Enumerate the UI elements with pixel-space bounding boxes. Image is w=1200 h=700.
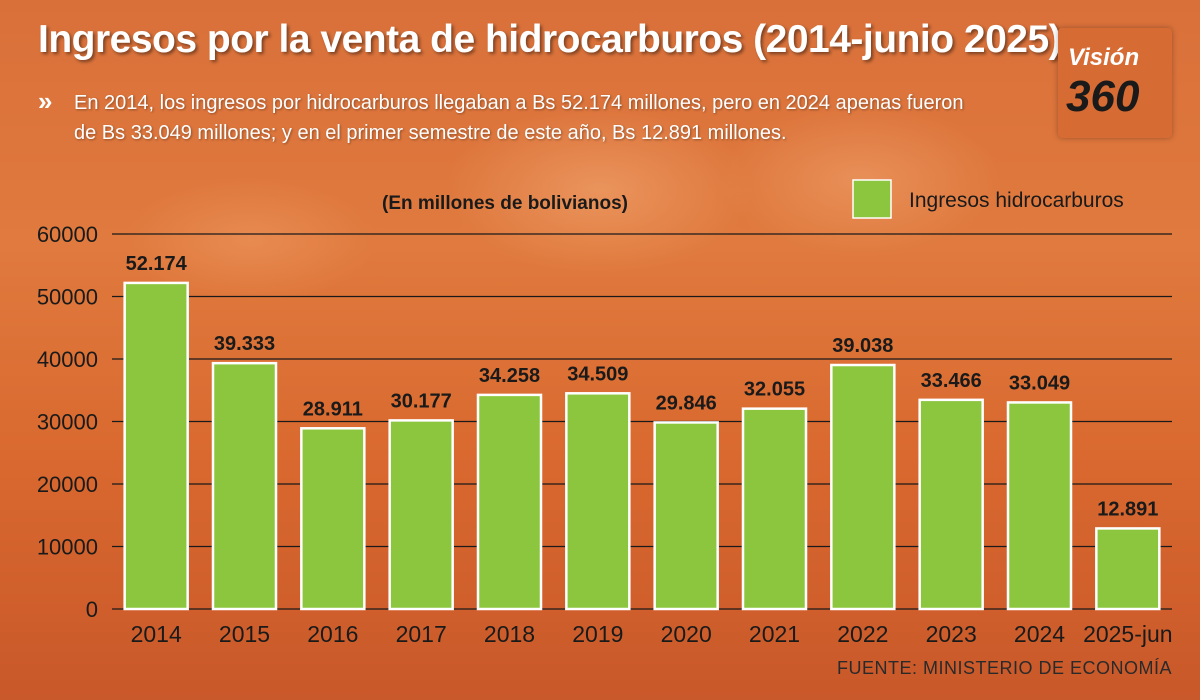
logo-text-bottom: 360 [1066, 72, 1140, 121]
y-tick-label: 50000 [37, 285, 98, 310]
x-axis: 2014 2015 2016 2017 2018 2019 2020 2021 2022 2023… [131, 621, 1173, 647]
x-tick-label: 2017 [396, 621, 447, 647]
bar-2017 [388, 419, 454, 611]
x-tick-label: 2018 [484, 621, 535, 647]
data-label: 52.174 [126, 253, 188, 275]
data-label: 34.509 [567, 363, 628, 385]
y-tick-label: 0 [86, 597, 98, 622]
data-label: 39.333 [214, 333, 275, 355]
y-tick-label: 20000 [37, 472, 98, 497]
data-label: 39.038 [832, 335, 893, 357]
y-axis: 0 10000 20000 30000 40000 50000 60000 [37, 222, 98, 622]
data-label: 28.911 [303, 398, 363, 420]
x-tick-label: 2019 [572, 621, 623, 647]
x-tick-label: 2025-jun [1083, 621, 1173, 647]
x-tick-label: 2014 [131, 621, 182, 647]
data-label: 33.466 [921, 370, 982, 392]
bars: 52.174 39.333 28.911 30.177 34.258 34.509 29.8… [123, 253, 1161, 611]
bar-2024 [1006, 401, 1073, 611]
y-tick-label: 10000 [37, 535, 98, 560]
x-tick-label: 2022 [837, 621, 888, 647]
logo-text-top: Visión [1068, 44, 1140, 71]
bar-2023 [918, 398, 984, 611]
x-tick-label: 2021 [749, 621, 800, 647]
y-tick-label: 30000 [37, 410, 98, 435]
chevron-right-icon: » [38, 86, 53, 116]
bar-2021 [741, 407, 808, 611]
data-label: 12.891 [1097, 498, 1158, 520]
subtitle: En 2014, los ingresos por hidrocarburos … [74, 92, 964, 144]
x-tick-label: 2016 [307, 621, 358, 647]
x-tick-label: 2020 [661, 621, 712, 647]
bar-2019 [565, 392, 631, 611]
bar-2016 [300, 427, 366, 611]
y-tick-label: 40000 [37, 347, 98, 372]
legend-swatch [852, 179, 892, 219]
x-tick-label: 2015 [219, 621, 270, 647]
bar-2022 [830, 363, 896, 611]
legend-label: Ingresos hidrocarburos [909, 189, 1124, 212]
data-label: 30.177 [391, 390, 452, 412]
bar-2025-jun [1095, 527, 1161, 611]
source-note: FUENTE: MINISTERIO DE ECONOMÍA [837, 658, 1172, 678]
x-tick-label: 2023 [926, 621, 977, 647]
y-tick-label: 60000 [37, 222, 98, 247]
gridlines [112, 233, 1172, 610]
data-label: 33.049 [1009, 372, 1070, 394]
bar-2015 [211, 361, 278, 611]
data-label: 34.258 [479, 365, 540, 387]
bar-2020 [653, 421, 719, 611]
bar-2014 [123, 281, 189, 611]
brand-logo: Visión 360 [1058, 28, 1172, 138]
chart-title: (En millones de bolivianos) [382, 193, 628, 214]
x-tick-label: 2024 [1014, 621, 1065, 647]
data-label: 32.055 [744, 379, 805, 401]
page-title: Ingresos por la venta de hidrocarburos (… [38, 18, 1062, 61]
data-label: 29.846 [656, 392, 717, 414]
bar-2018 [476, 393, 543, 611]
